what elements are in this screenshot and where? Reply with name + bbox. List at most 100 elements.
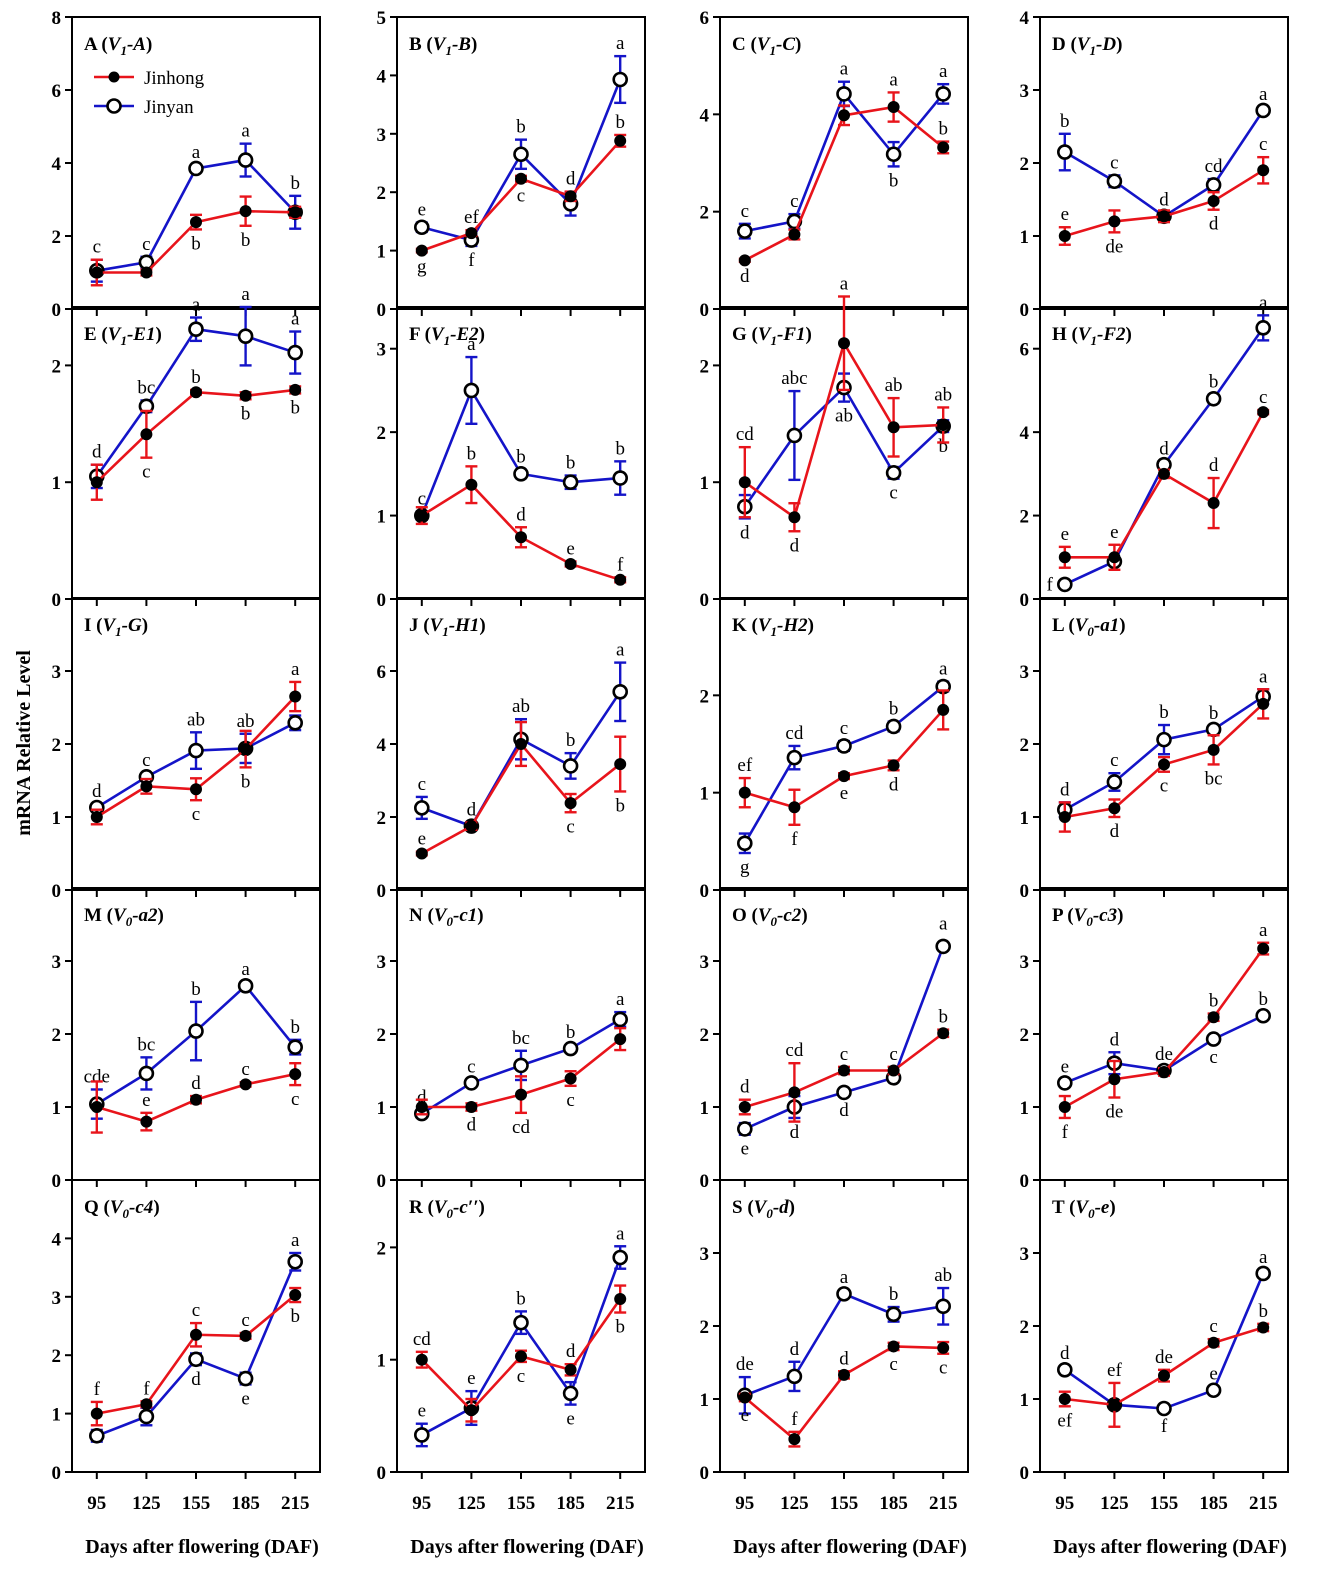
x-tick-label: 185 xyxy=(879,1493,908,1514)
data-point xyxy=(188,742,204,759)
significance-label: de xyxy=(1105,236,1123,257)
y-tick-label: 2 xyxy=(52,735,62,756)
data-point xyxy=(838,337,850,350)
data-point xyxy=(289,206,302,219)
significance-label: a xyxy=(889,69,898,90)
data-point xyxy=(935,1298,952,1315)
legend-marker-jinyan xyxy=(106,98,122,114)
series-jinhong: e e d c xyxy=(1058,387,1270,571)
data-point xyxy=(188,321,204,337)
data-point xyxy=(885,1306,902,1323)
significance-label: d xyxy=(516,504,526,525)
significance-label: f xyxy=(468,250,475,271)
series-jinhong: d cd c c b xyxy=(738,1007,950,1123)
data-point xyxy=(190,216,202,229)
panel-title: H (V1-F2) xyxy=(1052,324,1132,348)
significance-label: g xyxy=(417,256,427,277)
series-jinyan: d e a xyxy=(89,1230,304,1444)
panel-T: 0 1 2 3 95 125 155 185 215 T (V0-e) d f e a ef ef de c b xyxy=(1020,1179,1289,1514)
significance-label: c xyxy=(1259,134,1267,155)
data-point xyxy=(935,938,952,955)
significance-label: c xyxy=(741,201,749,222)
data-point xyxy=(614,573,627,586)
significance-label: cd xyxy=(1205,156,1223,177)
data-point xyxy=(513,1314,529,1331)
significance-label: b xyxy=(1258,1301,1268,1322)
significance-label: c xyxy=(566,1090,574,1111)
data-point xyxy=(1205,721,1222,738)
data-point xyxy=(465,1101,478,1113)
data-point xyxy=(289,383,302,396)
significance-label: c xyxy=(418,774,426,795)
significance-label: c xyxy=(1160,776,1168,797)
data-point xyxy=(90,811,103,823)
x-axis-title-col3: Days after flowering (DAF) xyxy=(733,1536,966,1558)
significance-label: ab xyxy=(835,406,853,427)
data-point xyxy=(513,146,529,163)
data-point xyxy=(564,557,577,570)
significance-label: b xyxy=(467,443,477,464)
y-tick-label: 2 xyxy=(1020,1317,1030,1338)
significance-label: c xyxy=(241,1310,249,1331)
y-tick-label: 3 xyxy=(1020,81,1030,102)
significance-label: c xyxy=(418,488,426,509)
data-point xyxy=(1108,1073,1121,1086)
panel-P: 0 1 2 3 P (V0-c3) e d de c b f de b a xyxy=(1020,887,1289,1192)
panel-title: R (V0-c′′) xyxy=(409,1197,485,1221)
series-jinhong: d cdc xyxy=(415,1026,627,1138)
x-tick-label: 95 xyxy=(1055,1493,1074,1514)
data-point xyxy=(89,1427,105,1444)
data-point xyxy=(838,770,850,783)
data-point xyxy=(140,1398,153,1411)
y-tick-label: 1 xyxy=(377,1351,387,1372)
y-tick-label: 0 xyxy=(700,300,710,321)
data-point xyxy=(90,476,103,489)
significance-label: f xyxy=(1046,574,1053,595)
significance-label: cd xyxy=(736,424,754,445)
significance-label: a xyxy=(192,142,201,163)
y-tick-label: 0 xyxy=(377,1463,387,1484)
panel-title: E (V1-E1) xyxy=(84,324,162,348)
data-point xyxy=(887,1340,900,1353)
significance-label: abc xyxy=(781,368,807,389)
data-point xyxy=(188,160,204,177)
y-tick-label: 5 xyxy=(377,8,387,29)
y-tick-label: 0 xyxy=(377,1171,387,1192)
data-point xyxy=(562,474,579,491)
x-axis-title-col1: Days after flowering (DAF) xyxy=(85,1536,318,1558)
significance-label: c xyxy=(790,191,798,212)
y-tick-label: 0 xyxy=(1020,1171,1030,1192)
y-tick-label: 0 xyxy=(52,1171,62,1192)
data-point xyxy=(738,1101,751,1113)
y-tick-label: 2 xyxy=(52,227,62,248)
significance-label: a xyxy=(241,121,250,142)
significance-label: d xyxy=(191,1073,201,1094)
significance-label: ef xyxy=(464,207,479,228)
data-point xyxy=(190,386,202,399)
data-point xyxy=(736,835,753,852)
significance-label: a xyxy=(241,284,250,305)
y-tick-label: 0 xyxy=(700,590,710,611)
data-point xyxy=(788,511,801,524)
series-jinyan: d f e a xyxy=(1057,1247,1271,1437)
y-tick-label: 0 xyxy=(1020,590,1030,611)
panel-title: G (V1-F1) xyxy=(732,324,812,348)
data-point xyxy=(138,1065,155,1082)
panel-title: P (V0-c3) xyxy=(1052,905,1123,929)
series-line xyxy=(743,685,945,844)
y-tick-label: 1 xyxy=(1020,808,1030,829)
y-tick-label: 6 xyxy=(700,8,710,29)
significance-label: f xyxy=(791,829,798,850)
y-tick-label: 0 xyxy=(52,1463,62,1484)
data-point xyxy=(463,382,480,399)
legend-label-jinyan: Jinyan xyxy=(144,97,194,118)
data-point xyxy=(239,1078,252,1091)
significance-label: d xyxy=(790,1339,800,1360)
significance-label: b xyxy=(1209,703,1219,724)
